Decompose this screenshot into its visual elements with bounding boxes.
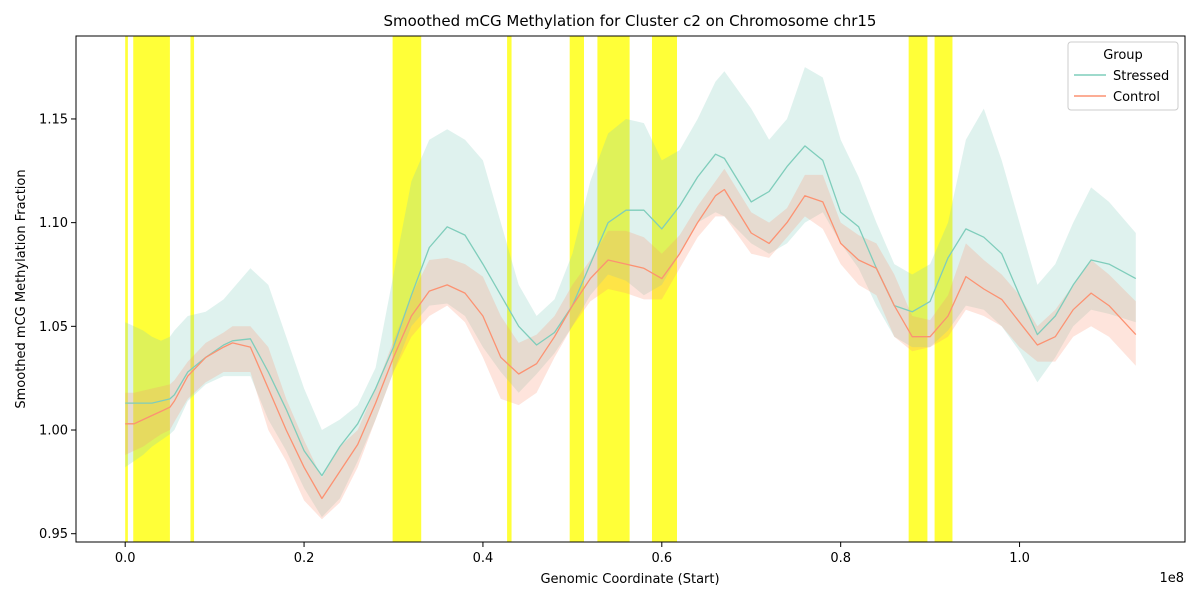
highlight-region [125,36,128,542]
x-axis-label: Genomic Coordinate (Start) [540,572,719,587]
x-axis-offset-label: 1e8 [1159,571,1184,586]
x-tick-label: 0.2 [294,551,315,566]
y-axis-ticks: 0.95 1.00 1.05 1.10 1.15 [39,112,76,542]
x-tick-label: 0.8 [830,551,851,566]
highlight-region [934,36,953,542]
highlight-region [651,36,678,542]
band-control [125,168,1136,520]
y-tick-label: 1.05 [39,320,68,335]
highlight-regions [125,36,953,542]
line-stressed [125,145,1137,477]
legend-title: Group [1103,48,1143,63]
highlight-region [569,36,584,542]
highlight-region [133,36,170,542]
series-lines [125,145,1137,500]
band-stressed [125,67,1136,518]
plot-frame [75,35,1186,543]
highlight-region [507,36,512,542]
chart-title: Smoothed mCG Methylation for Cluster c2 … [384,12,877,30]
legend: Group Stressed Control [1067,41,1179,111]
highlight-region [392,36,422,542]
highlight-region [908,36,928,542]
highlight-region [190,36,195,542]
y-tick-label: 1.15 [39,112,68,127]
x-tick-label: 0.6 [651,551,672,566]
x-tick-label: 0.4 [473,551,494,566]
y-tick-label: 1.10 [39,216,68,231]
x-tick-label: 0.0 [115,551,136,566]
highlight-region [597,36,630,542]
y-tick-label: 1.00 [39,424,68,439]
legend-box [1067,41,1179,111]
legend-label-control: Control [1113,90,1160,105]
x-axis-ticks: 0.0 0.2 0.4 0.6 0.8 1.0 [115,542,1030,566]
y-tick-label: 0.95 [39,527,68,542]
confidence-bands [125,67,1136,520]
line-control [125,188,1137,500]
x-tick-label: 1.0 [1009,551,1030,566]
y-axis-label: Smoothed mCG Methylation Fraction [14,169,29,408]
legend-label-stressed: Stressed [1113,69,1169,84]
